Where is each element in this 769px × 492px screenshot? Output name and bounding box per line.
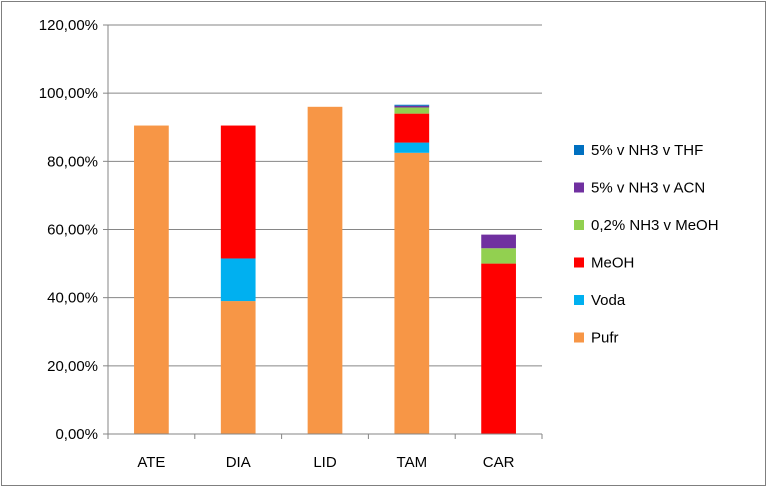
bar-segment-tam: [394, 152, 430, 434]
bar-segment-tam: [394, 104, 430, 106]
x-tick-label: TAM: [397, 454, 428, 471]
bar-segment-tam: [394, 107, 430, 114]
legend-label: Voda: [591, 292, 626, 309]
bar-segment-car: [481, 263, 516, 434]
y-tick-label: 80,00%: [47, 153, 98, 170]
x-axis-tick-labels: ATE DIA LID TAM CAR: [137, 454, 514, 471]
legend-label: Pufr: [591, 330, 619, 347]
bar-segment-tam: [394, 142, 430, 153]
bar-group: [134, 104, 516, 435]
y-tick-label: 40,00%: [47, 290, 98, 307]
x-tick-label: ATE: [137, 454, 165, 471]
legend-label: 0,2% NH3 v MeOH: [591, 217, 719, 234]
legend-swatch: [574, 182, 584, 193]
legend-swatch: [574, 332, 584, 343]
legend-swatch: [574, 257, 584, 268]
legend: 5% v NH3 v THF 5% v NH3 v ACN 0,2% NH3 v M…: [574, 142, 719, 347]
y-tick-label: 60,00%: [47, 222, 98, 239]
bar-segment-tam: [394, 113, 430, 143]
legend-label: 5% v NH3 v THF: [591, 142, 703, 159]
x-tick-label: DIA: [226, 454, 251, 471]
axes: [103, 24, 543, 439]
bar-segment-tam: [394, 105, 430, 108]
y-tick-label: 120,00%: [39, 17, 98, 34]
bar-segment-dia: [220, 258, 256, 302]
bar-segment-dia: [220, 125, 256, 259]
y-axis-tick-labels: 0,00% 20,00% 40,00% 60,00% 80,00% 100,00% 120,…: [39, 17, 98, 443]
legend-label: 5% v NH3 v ACN: [591, 180, 705, 197]
x-tick-label: CAR: [483, 454, 515, 471]
legend-label: MeOH: [591, 255, 634, 272]
bar-segment-dia: [220, 301, 256, 434]
legend-swatch: [574, 295, 584, 305]
bar-segment-lid: [307, 106, 343, 435]
y-tick-label: 0,00%: [55, 426, 98, 443]
legend-swatch: [574, 220, 584, 230]
bar-segment-car: [481, 248, 516, 264]
y-tick-label: 100,00%: [39, 85, 98, 102]
legend-swatch: [574, 145, 584, 155]
bar-segment-car: [481, 234, 516, 249]
x-tick-label: LID: [313, 454, 337, 471]
y-tick-label: 20,00%: [47, 358, 98, 375]
bar-segment-ate: [134, 125, 169, 434]
